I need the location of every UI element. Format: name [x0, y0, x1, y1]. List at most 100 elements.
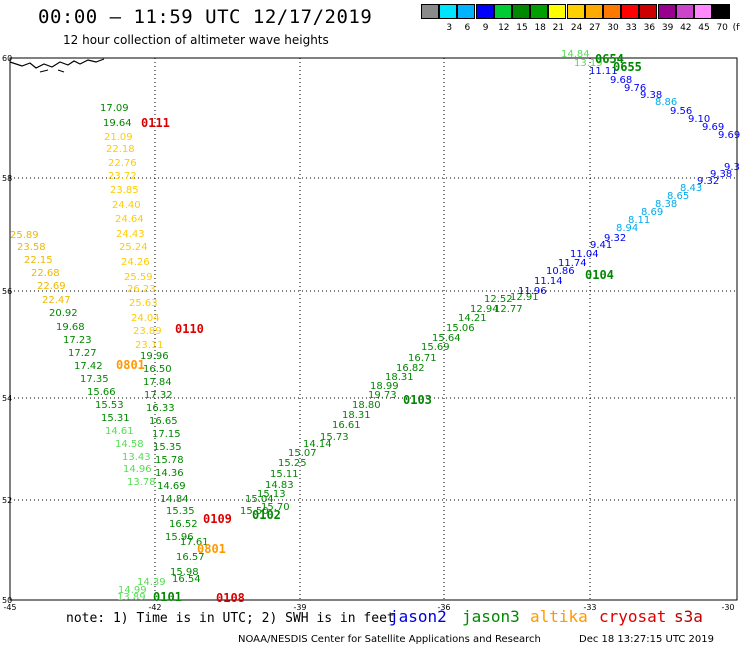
- orbit-time-label: 0654: [595, 52, 624, 66]
- wave-height-value: 16.82: [396, 363, 425, 374]
- legend-label: 12: [498, 23, 510, 33]
- wave-height-value: 15.35: [166, 506, 195, 517]
- units-note: note: 1) Time is in UTC; 2) SWH is in fe…: [66, 611, 395, 626]
- wave-height-value: 8.11: [628, 215, 650, 226]
- wave-height-value: 14.14: [303, 439, 332, 450]
- orbit-time-label: 0109: [203, 512, 232, 526]
- wave-height-value: 17.84: [143, 377, 172, 388]
- generation-timestamp: Dec 18 13:27:15 UTC 2019: [579, 634, 714, 645]
- wave-height-value: 22.18: [106, 144, 135, 155]
- wave-height-value: 19.68: [56, 322, 85, 333]
- wave-height-value: 16.33: [146, 403, 175, 414]
- satellite-jason2: jason2: [389, 607, 447, 626]
- wave-height-value: 9.69: [702, 122, 724, 133]
- wave-height-value: 15.73: [320, 432, 349, 443]
- wave-height-value: 14.99: [118, 585, 147, 596]
- orbit-time-label: 0110: [175, 322, 204, 336]
- wave-height-value: 22.47: [42, 295, 71, 306]
- wave-height-value: 15.69: [421, 342, 450, 353]
- legend-label: 33: [625, 23, 637, 33]
- wave-height-value: 24.64: [115, 214, 144, 225]
- wave-height-value: 21.09: [104, 132, 133, 143]
- legend-swatch: [512, 4, 530, 19]
- orbit-time-label: 0655: [613, 60, 642, 74]
- wave-height-value: 11.11: [589, 66, 618, 77]
- wave-height-value: 9.10: [688, 114, 710, 125]
- orbit-time-label: 0111: [141, 116, 170, 130]
- legend-swatch: [621, 4, 640, 19]
- wave-height-value: 16.61: [332, 420, 361, 431]
- wave-height-value: 15.96: [165, 532, 194, 543]
- credit-line: NOAA/NESDIS Center for Satellite Applica…: [238, 634, 541, 645]
- wave-height-value: 14.36: [155, 468, 184, 479]
- wave-height-value: 15.35: [153, 442, 182, 453]
- wave-height-value: 17.09: [100, 103, 129, 114]
- legend-swatch: [675, 4, 694, 19]
- wave-height-value: 8.94: [616, 223, 638, 234]
- wave-height-value: 24.43: [116, 229, 145, 240]
- map-title: 00:00 – 11:59 UTC 12/17/2019: [38, 6, 373, 28]
- coastline-island: [39, 69, 65, 73]
- wave-height-value: 17.23: [63, 335, 92, 346]
- wave-height-value: 18.31: [342, 410, 371, 421]
- legend-label: 15: [516, 23, 528, 33]
- wave-height-value: 14.69: [157, 481, 186, 492]
- wave-height-value: 25.89: [10, 230, 39, 241]
- wave-height-value: 8.86: [655, 97, 677, 108]
- legend-label: 39: [661, 23, 674, 33]
- legend-swatch: [566, 4, 585, 19]
- orbit-time-label: 0801: [197, 542, 226, 556]
- wave-height-value: 15.06: [446, 323, 475, 334]
- wave-height-value: 11.96: [518, 286, 547, 297]
- legend-label: 27: [589, 23, 601, 33]
- wave-height-value: 15.07: [288, 448, 317, 459]
- legend-label: 3: [446, 23, 453, 33]
- legend-label: 45: [698, 23, 710, 33]
- wave-height-value: 16.52: [169, 519, 198, 530]
- legend-swatch: [694, 4, 712, 19]
- wave-height-value: 23.58: [17, 242, 46, 253]
- orbit-time-label: 0801: [116, 358, 145, 372]
- wave-height-value: 15.13: [257, 489, 286, 500]
- legend-label: 21: [552, 23, 565, 33]
- wave-height-value: 17.32: [144, 390, 173, 401]
- wave-height-value: 10.86: [546, 266, 575, 277]
- wave-height-value: 11.04: [570, 249, 599, 260]
- wave-height-value: 25.24: [119, 242, 148, 253]
- wave-height-value: 8.38: [655, 199, 677, 210]
- wave-height-value: 14.21: [458, 313, 487, 324]
- map-subtitle: 12 hour collection of altimeter wave hei…: [63, 33, 329, 47]
- wave-height-value: 12.77: [494, 304, 523, 315]
- satellite-jason3: jason3: [462, 607, 520, 626]
- wave-height-value: 13.78: [127, 477, 156, 488]
- legend-label: 42: [680, 23, 692, 33]
- wave-height-value: 24.26: [121, 257, 150, 268]
- wave-height-value: 16.57: [176, 552, 205, 563]
- legend-swatch: [530, 4, 549, 19]
- wave-height-value: 9.41: [590, 240, 612, 251]
- legend-label: 30: [607, 23, 619, 33]
- wave-height-value: 14.84: [561, 49, 590, 60]
- wave-height-value: 17.35: [80, 374, 109, 385]
- legend-swatch: [603, 4, 621, 19]
- map-frame: [9, 57, 738, 601]
- legend-swatch: [421, 4, 439, 19]
- satellite-altika: altika: [530, 607, 588, 626]
- legend-label: 36: [643, 23, 656, 33]
- lon-tick-label: -36: [437, 603, 450, 612]
- lon-tick-label: -42: [148, 603, 161, 612]
- wave-height-value: 15.50: [240, 506, 269, 517]
- wave-height-value: 9.32: [604, 233, 626, 244]
- lat-tick-label: 52: [2, 496, 12, 505]
- orbit-time-label: 0103: [403, 393, 432, 407]
- wave-height-value: 15.78: [155, 455, 184, 466]
- wave-height-value: 18.99: [370, 381, 399, 392]
- wave-height-value: 15.31: [101, 413, 130, 424]
- satellite-s3a: s3a: [674, 607, 703, 626]
- wave-height-value: 15.66: [87, 387, 116, 398]
- wave-height-value: 22.76: [108, 158, 137, 169]
- orbit-time-label: 0104: [585, 268, 614, 282]
- wave-height-value: 15.64: [432, 333, 461, 344]
- lon-tick-label: -30: [721, 603, 734, 612]
